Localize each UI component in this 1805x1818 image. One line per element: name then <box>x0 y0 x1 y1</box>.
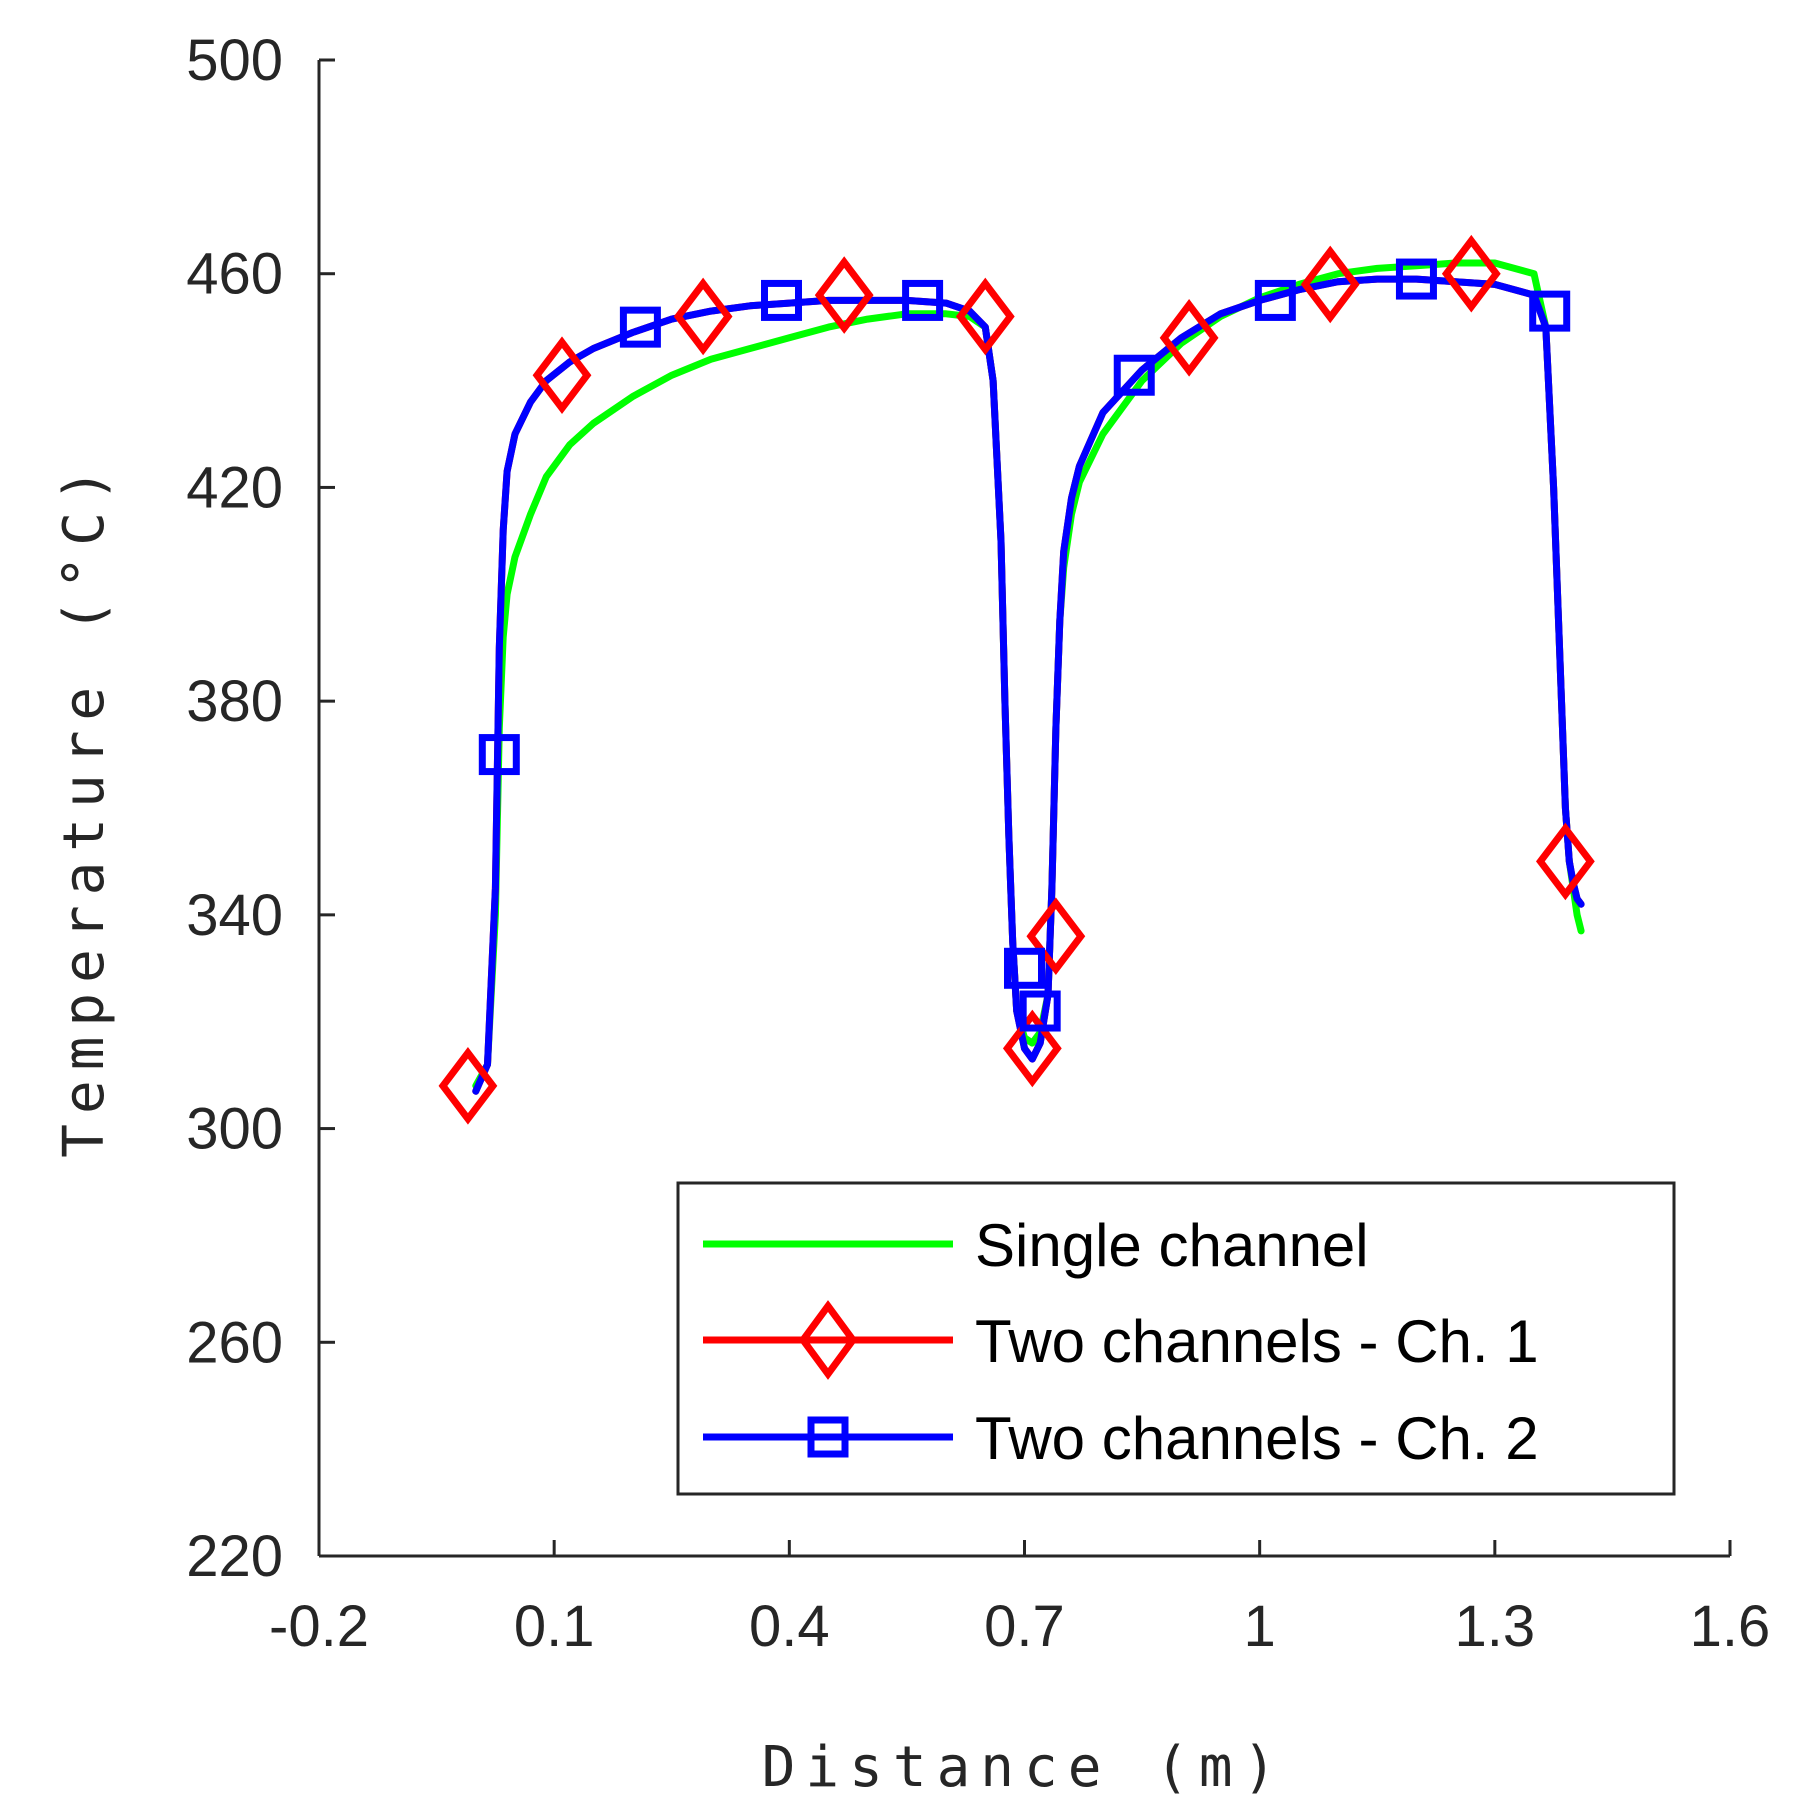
marker-diamond-ch1 <box>1026 897 1086 976</box>
y-tick-label: 500 <box>186 28 283 93</box>
legend-entry-ch1: Two channels - Ch. 1 <box>703 1300 1539 1380</box>
x-tick-label: 1.3 <box>1455 1594 1536 1659</box>
marker-square-ch2 <box>902 279 944 321</box>
y-tick-label: 220 <box>186 1524 283 1589</box>
marker-square-ch2 <box>1004 947 1045 989</box>
marker-square-ch2 <box>1254 279 1296 321</box>
y-tick-label: 260 <box>186 1310 283 1375</box>
marker-diamond-ch1 <box>955 277 1015 356</box>
x-tick-label: 1 <box>1244 1594 1276 1659</box>
marker-diamond-ch1 <box>1441 234 1501 313</box>
x-tick-label: -0.2 <box>269 1594 369 1659</box>
marker-diamond-ch1 <box>1535 822 1595 901</box>
x-tick-label: 0.1 <box>514 1594 595 1659</box>
marker-diamond-ch1 <box>1300 245 1360 324</box>
series-layer <box>438 234 1595 1125</box>
series-line-single-channel <box>472 259 1585 1090</box>
legend-entry-single-channel: Single channel <box>703 1212 1369 1279</box>
x-tick-label: 1.6 <box>1690 1594 1771 1659</box>
legend-entry-ch2: Two channels - Ch. 2 <box>703 1405 1539 1472</box>
marker-square-ch2 <box>1019 990 1061 1032</box>
marker-diamond-ch1 <box>1002 1009 1062 1088</box>
y-tick-label: 420 <box>186 455 283 520</box>
marker-diamond-ch1 <box>532 336 592 415</box>
y-tick-label: 340 <box>186 883 283 948</box>
marker-square-ch2 <box>619 306 661 348</box>
x-tick-label: 0.4 <box>749 1594 830 1659</box>
marker-diamond-ch1 <box>438 1047 498 1125</box>
marker-square-ch2 <box>478 734 520 776</box>
marker-diamond-ch1 <box>814 256 874 334</box>
x-tick-label: 0.7 <box>984 1594 1065 1659</box>
y-axis-title: Temperature (°C) <box>52 458 117 1157</box>
marker-square-ch2 <box>1395 258 1437 300</box>
legend-label-ch1: Two channels - Ch. 1 <box>975 1308 1539 1375</box>
marker-square-ch2 <box>760 279 802 321</box>
y-tick-label: 460 <box>186 242 283 307</box>
marker-square-ch2 <box>1529 290 1571 332</box>
legend: Single channel Two channels - Ch. 1 Two … <box>676 1181 1676 1496</box>
series-line-ch1 <box>472 275 1585 1095</box>
series-line-ch2 <box>472 275 1585 1095</box>
marker-diamond-ch1 <box>673 277 733 356</box>
legend-label-single-channel: Single channel <box>975 1212 1369 1279</box>
x-axis-title: Distance (m) <box>762 1735 1287 1800</box>
marker-square-ch2 <box>1113 354 1155 396</box>
legend-marker-diamond <box>798 1300 858 1380</box>
legend-marker-square <box>807 1416 849 1458</box>
y-tick-label: 300 <box>186 1097 283 1162</box>
marker-diamond-ch1 <box>1159 299 1219 377</box>
legend-label-ch2: Two channels - Ch. 2 <box>975 1405 1539 1472</box>
ticks: -0.2 0.1 0.4 0.7 1 1.3 1.6 220 260 300 340 380 420 46… <box>186 28 1770 1659</box>
y-tick-label: 380 <box>186 669 283 734</box>
